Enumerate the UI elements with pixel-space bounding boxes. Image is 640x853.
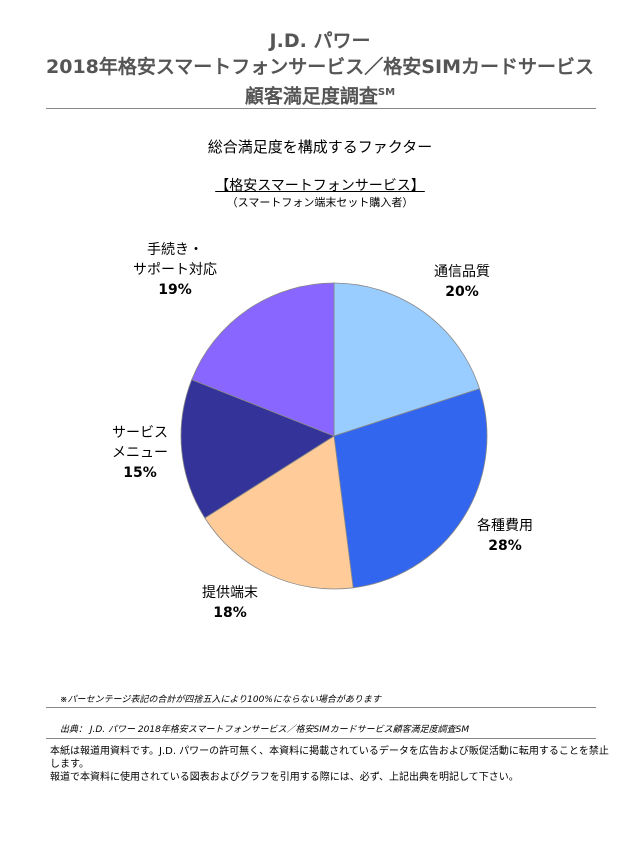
survey-title: 2018年格安スマートフォンサービス／格安SIMカードサービス	[46, 56, 594, 78]
header-rule	[46, 108, 596, 109]
slice-label-3: 提供端末 18%	[170, 583, 290, 623]
slice-label-text: 手続き・	[147, 242, 203, 258]
footnote-rule	[46, 707, 596, 708]
disclaimer: 本紙は報道用資料です。J.D. パワーの許可無く、本資料に掲載されているデータを…	[50, 745, 610, 784]
pie-slice-1	[333, 282, 481, 437]
report-header: J.D. パワー 2018年格安スマートフォンサービス／格安SIMカードサービス…	[0, 28, 640, 109]
footnote: ※パーセンテージ表記の合計が四捨五入により100%にならない場合があります	[60, 695, 381, 705]
brand-title: J.D. パワー	[269, 30, 371, 52]
chart-subtitle: 【格安スマートフォンサービス】	[215, 178, 425, 194]
slice-label-4: サービスメニュー 15%	[80, 423, 200, 483]
pie-slice-2	[333, 388, 488, 589]
slice-label-text: サポート対応	[133, 262, 217, 278]
disclaimer-line-2: 報道で本資料に使用されている図表およびグラフを引用する際には、必ず、上記出典を明…	[50, 772, 519, 783]
slice-percent: 19%	[158, 282, 192, 298]
pie-slice-5	[191, 282, 335, 437]
slice-label-2: 各種費用 28%	[445, 516, 565, 556]
source-note: 出典： J.D. パワー 2018年格安スマートフォンサービス／格安SIMカード…	[60, 725, 470, 735]
pie-slice-4	[180, 379, 335, 519]
chart-note: （スマートフォン端末セット購入者）	[226, 196, 414, 209]
slice-label-5: 手続き・サポート対応 19%	[115, 240, 235, 300]
slice-label-text: 通信品質	[434, 264, 490, 280]
service-mark: SM	[377, 87, 396, 98]
slice-percent: 20%	[445, 284, 479, 300]
slice-label-text: 各種費用	[477, 518, 533, 534]
slice-label-text: メニュー	[112, 445, 168, 461]
source-rule	[46, 738, 596, 739]
survey-subtitle: 顧客満足度調査	[244, 85, 378, 108]
slice-percent: 28%	[488, 538, 522, 554]
disclaimer-line-1: 本紙は報道用資料です。J.D. パワーの許可無く、本資料に掲載されているデータを…	[50, 746, 609, 770]
pie-slice-3	[204, 435, 354, 590]
chart-title: 総合満足度を構成するファクター	[207, 138, 433, 156]
slice-label-text: サービス	[112, 425, 168, 441]
slice-percent: 15%	[123, 465, 157, 481]
slice-percent: 18%	[213, 605, 247, 621]
slice-label-text: 提供端末	[202, 585, 258, 601]
pie-chart	[180, 282, 488, 590]
slice-label-1: 通信品質 20%	[402, 262, 522, 302]
